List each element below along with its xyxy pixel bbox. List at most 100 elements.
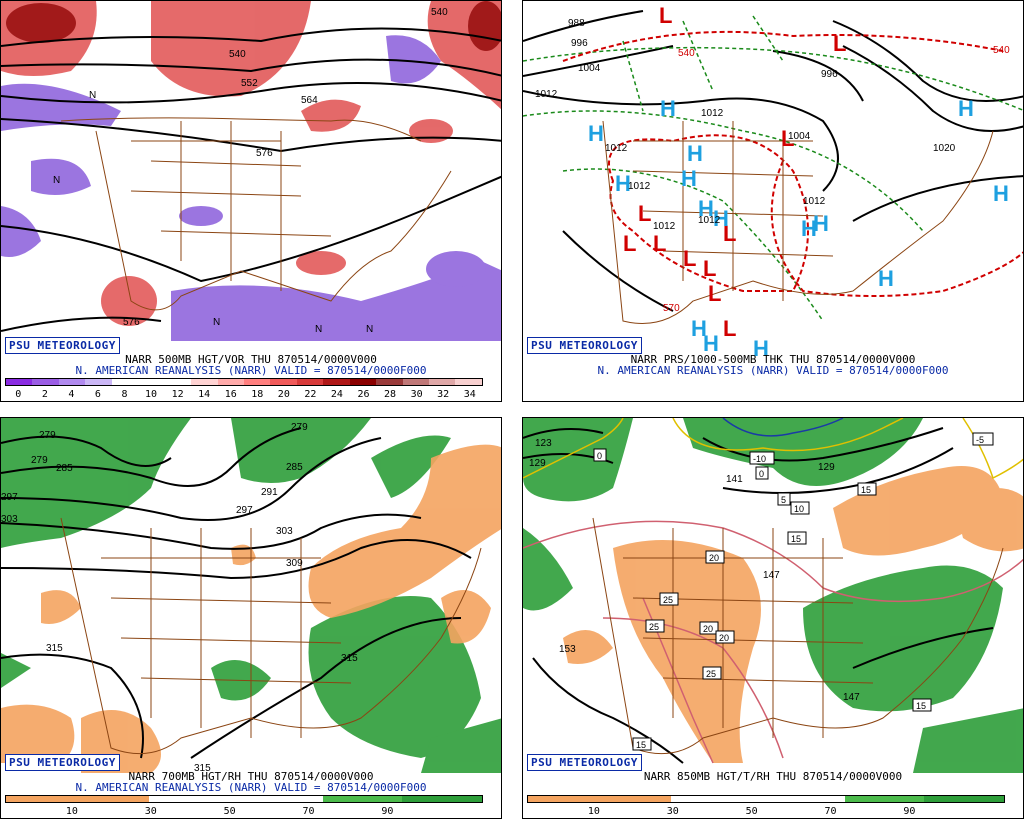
psu-meteorology-badge: PSU METEOROLOGY <box>527 337 642 354</box>
svg-text:1012: 1012 <box>701 108 724 119</box>
svg-text:10: 10 <box>794 504 804 514</box>
colorbar-swatch <box>228 796 244 802</box>
svg-text:15: 15 <box>861 485 871 495</box>
panel-title: NARR 700MB HGT/RH THU 870514/0000V000 <box>128 770 374 783</box>
colorbar-tick-label: 50 <box>745 806 758 817</box>
colorbar-tick-label: 22 <box>304 389 317 400</box>
svg-text:H: H <box>703 331 719 356</box>
svg-text:25: 25 <box>663 595 673 605</box>
colorbar-swatch <box>53 796 70 802</box>
svg-text:N: N <box>53 175 60 186</box>
colorbar-swatch <box>734 796 751 802</box>
svg-text:540: 540 <box>993 45 1010 56</box>
colorbar-swatch <box>718 796 735 802</box>
colorbar-tick-label: 10 <box>65 806 78 817</box>
svg-text:279: 279 <box>39 430 56 441</box>
svg-text:L: L <box>833 31 846 56</box>
colorbar-swatch <box>339 796 355 802</box>
colorbar-swatch <box>212 796 229 802</box>
colorbar-tick-label: 30 <box>410 389 423 400</box>
svg-text:1012: 1012 <box>803 196 826 207</box>
humidity-colorbar-labels: 10 30 50 70 90 <box>527 806 1005 818</box>
colorbar-swatch <box>908 796 925 802</box>
colorbar-swatch <box>164 796 181 802</box>
colorbar-swatch <box>85 796 102 802</box>
svg-text:1004: 1004 <box>788 131 811 142</box>
svg-text:H: H <box>801 216 817 241</box>
svg-text:L: L <box>659 3 672 28</box>
svg-text:0: 0 <box>597 451 602 461</box>
svg-text:564: 564 <box>301 95 318 106</box>
svg-text:297: 297 <box>1 492 18 503</box>
colorbar-swatch <box>781 796 798 802</box>
svg-text:285: 285 <box>56 463 73 474</box>
svg-text:291: 291 <box>261 487 278 498</box>
colorbar-swatch <box>101 796 118 802</box>
svg-text:25: 25 <box>649 622 659 632</box>
colorbar-tick-label: 24 <box>330 389 343 400</box>
colorbar-swatch <box>607 796 624 802</box>
svg-text:285: 285 <box>286 462 303 473</box>
colorbar-swatch <box>243 796 260 802</box>
svg-text:147: 147 <box>763 570 780 581</box>
svg-text:1012: 1012 <box>535 89 558 100</box>
colorbar-swatch <box>972 796 988 802</box>
svg-text:N: N <box>89 90 96 101</box>
svg-text:1012: 1012 <box>605 143 628 154</box>
svg-text:L: L <box>703 256 716 281</box>
colorbar-swatch <box>21 796 38 802</box>
colorbar-swatch <box>217 379 244 385</box>
colorbar-swatch <box>32 379 59 385</box>
psu-meteorology-badge: PSU METEOROLOGY <box>5 754 120 771</box>
colorbar-swatch <box>37 796 54 802</box>
colorbar-tick-label: 26 <box>357 389 370 400</box>
panel-subtitle: N. AMERICAN REANALYSIS (NARR) VALID = 87… <box>75 364 427 377</box>
colorbar-tick-label: 0 <box>15 389 22 400</box>
colorbar-swatch <box>450 796 466 802</box>
panel-700mb-humidity: 279 279 285 297 303 279 285 291 297 303 309 315 … <box>0 417 502 819</box>
colorbar-tick-label: 28 <box>384 389 397 400</box>
svg-text:L: L <box>708 281 721 306</box>
svg-text:303: 303 <box>276 526 293 537</box>
svg-text:N: N <box>315 324 322 335</box>
colorbar-swatch <box>349 379 377 385</box>
svg-text:303: 303 <box>1 514 18 525</box>
colorbar-swatch <box>111 379 139 385</box>
svg-text:129: 129 <box>529 458 546 469</box>
colorbar-swatch <box>196 796 213 802</box>
svg-text:540: 540 <box>678 48 695 59</box>
svg-text:315: 315 <box>194 763 211 773</box>
colorbar-swatch <box>69 796 86 802</box>
svg-text:L: L <box>723 221 736 246</box>
colorbar-swatch <box>270 379 297 385</box>
panel-500mb-vorticity: 540 540 552 576 564 576 N N N N N PSU METEOROL… <box>0 0 502 402</box>
colorbar-tick-label: 32 <box>437 389 450 400</box>
svg-text:540: 540 <box>431 7 448 18</box>
colorbar-swatch <box>132 796 149 802</box>
svg-text:552: 552 <box>241 78 258 89</box>
colorbar-swatch <box>386 796 403 802</box>
colorbar-swatch <box>370 796 387 802</box>
colorbar-tick-label: 50 <box>223 806 236 817</box>
svg-text:996: 996 <box>571 38 588 49</box>
svg-text:H: H <box>813 211 829 236</box>
svg-text:H: H <box>698 196 714 221</box>
vorticity-colorbar-labels: 0 2 4 6 8 10 12 14 16 18 20 22 24 26 28 30 32 34 <box>5 389 483 401</box>
colorbar-swatch <box>243 379 271 385</box>
svg-text:570: 570 <box>663 303 680 314</box>
colorbar-swatch <box>58 379 86 385</box>
svg-text:L: L <box>723 316 736 341</box>
panel-850mb-temperature-humidity: 123 129 141 147 129 153 147 -10 -5 0 0 5 10 15 15… <box>522 417 1024 819</box>
colorbar-tick-label: 30 <box>666 806 679 817</box>
colorbar-tick-label: 30 <box>144 806 157 817</box>
panel-title: NARR 850MB HGT/T/RH THU 870514/0000V000 <box>643 770 903 783</box>
svg-text:141: 141 <box>726 474 743 485</box>
colorbar-swatch <box>191 379 218 385</box>
colorbar-swatch <box>845 796 862 802</box>
colorbar-tick-label: 10 <box>145 389 158 400</box>
colorbar-tick-label: 12 <box>171 389 184 400</box>
colorbar-swatch <box>402 796 419 802</box>
colorbar-swatch <box>323 379 350 385</box>
